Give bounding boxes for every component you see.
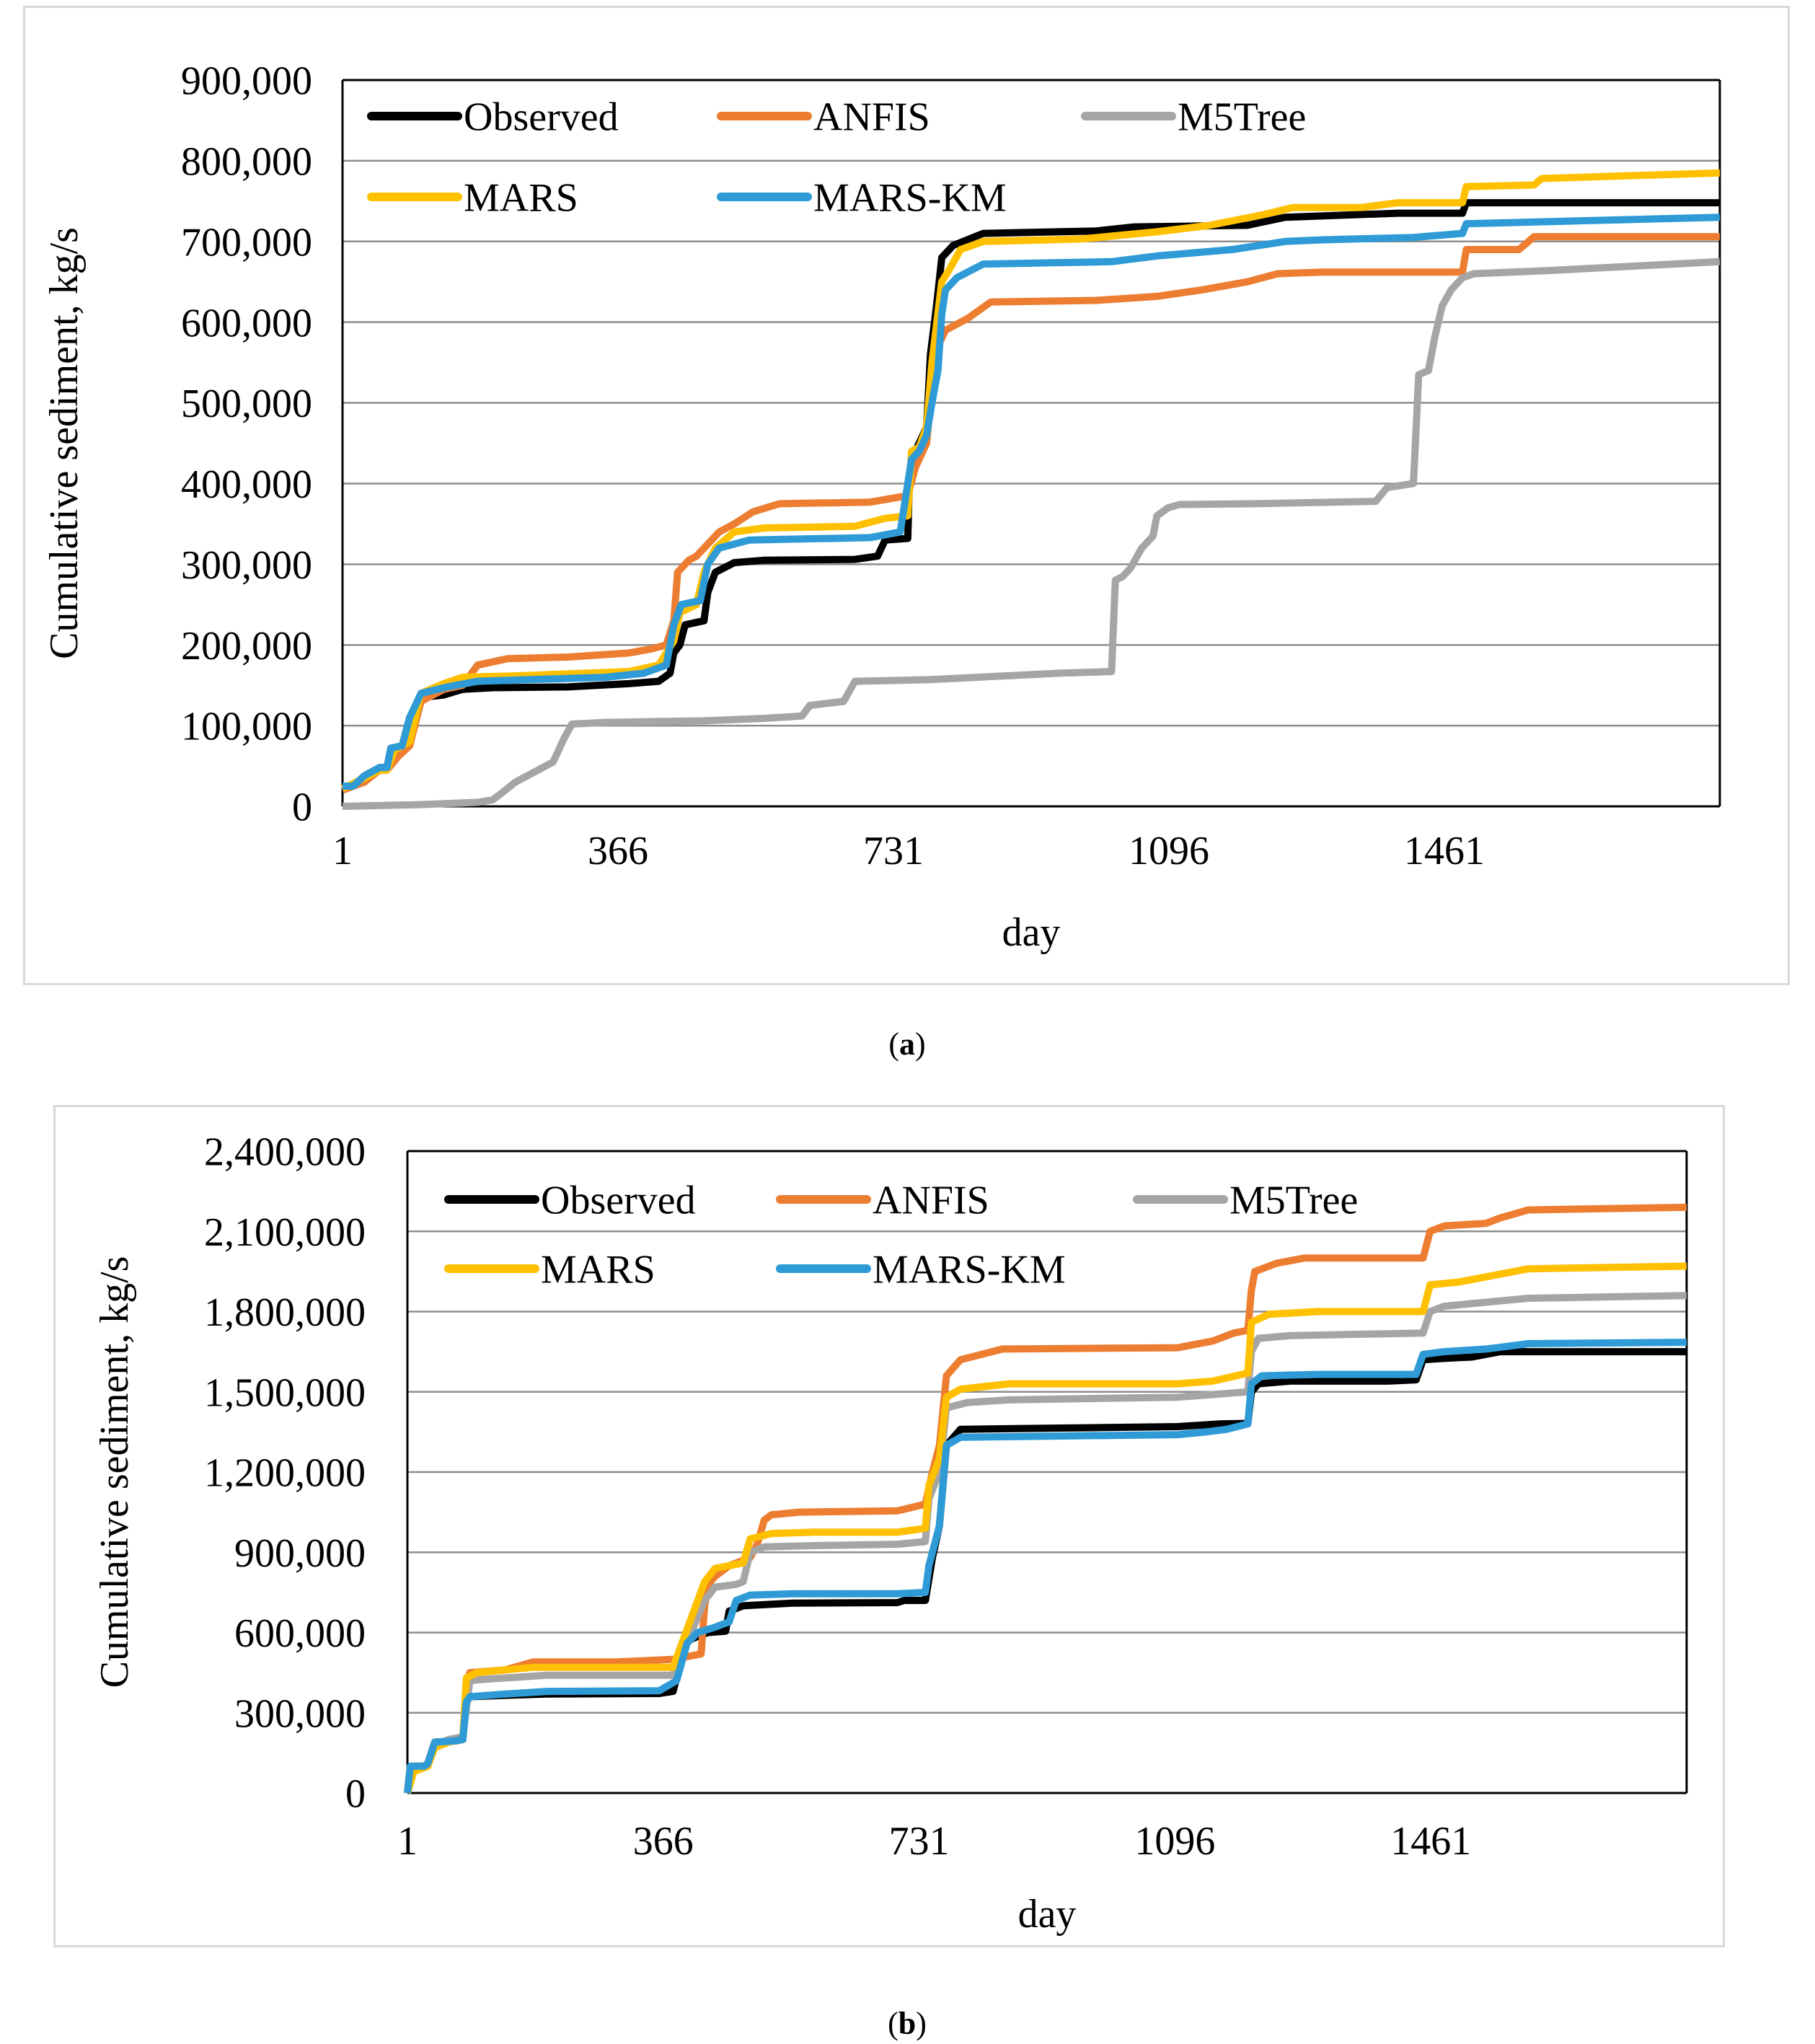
- legend-label: MARS: [541, 1248, 655, 1292]
- y-tick-label: 300,000: [181, 543, 312, 588]
- series-line-observed: [343, 199, 1720, 790]
- x-tick-label: 1096: [1129, 829, 1209, 873]
- series-line-mars-km: [343, 213, 1721, 790]
- x-tick-label: 1461: [1390, 1819, 1471, 1864]
- y-tick-label: 0: [345, 1772, 366, 1817]
- x-tick-label: 366: [633, 1819, 694, 1864]
- series-line-anfis: [341, 233, 1720, 794]
- y-tick-label: 2,400,000: [204, 1130, 366, 1175]
- y-tick-label: 1,200,000: [204, 1451, 366, 1496]
- y-tick-label: 900,000: [181, 59, 312, 104]
- x-tick-label: 731: [889, 1819, 950, 1864]
- y-tick-label: 900,000: [234, 1531, 366, 1576]
- series-line-observed: [404, 1348, 1687, 1794]
- y-tick-label: 800,000: [181, 139, 312, 184]
- x-axis-title: day: [1002, 910, 1061, 955]
- y-tick-label: 600,000: [181, 301, 312, 345]
- y-tick-label: 2,100,000: [204, 1210, 366, 1255]
- y-tick-label: 700,000: [181, 220, 312, 265]
- y-tick-label: 1,800,000: [204, 1290, 366, 1335]
- legend-label: M5Tree: [1229, 1179, 1358, 1223]
- legend-label: MARS-KM: [813, 176, 1007, 221]
- y-axis-title: Cumulative sediment, kg/s: [42, 227, 87, 659]
- x-tick-label: 366: [588, 829, 648, 873]
- caption-a: (a): [888, 1026, 926, 1062]
- series-line-anfis: [404, 1203, 1687, 1794]
- x-tick-label: 1: [332, 829, 353, 873]
- y-tick-label: 600,000: [234, 1611, 366, 1656]
- x-tick-label: 731: [863, 829, 924, 873]
- legend-label: M5Tree: [1178, 95, 1306, 140]
- y-tick-label: 100,000: [181, 705, 312, 749]
- chart-b: 0 300,000 600,000 900,000 1,200,000 1,500,000…: [92, 1130, 1688, 1937]
- series-line-m5tree: [342, 257, 1721, 810]
- chart-panel-b: 0 300,000 600,000 900,000 1,200,000 1,500,000…: [53, 1105, 1725, 1947]
- y-tick-label: 400,000: [181, 462, 312, 507]
- x-tick-label: 1: [397, 1819, 418, 1864]
- y-tick-label: 500,000: [181, 382, 312, 426]
- legend-label: Observed: [464, 95, 619, 140]
- legend-label: ANFIS: [813, 95, 930, 140]
- legend-label: MARS-KM: [873, 1248, 1066, 1292]
- y-axis-title: Cumulative sediment, kg/s: [92, 1256, 137, 1688]
- y-tick-label: 200,000: [181, 624, 312, 669]
- y-tick-label: 0: [292, 785, 312, 830]
- y-tick-label: 300,000: [234, 1691, 366, 1736]
- chart-panel-a: 0 100,000 200,000 300,000 400,000 500,000 600,…: [23, 6, 1790, 985]
- legend-label: Observed: [541, 1179, 696, 1223]
- legend-label: MARS: [464, 176, 578, 221]
- caption-b: (b): [888, 2006, 927, 2041]
- chart-a: 0 100,000 200,000 300,000 400,000 500,000 600,…: [42, 59, 1721, 955]
- series-line-mars: [404, 1262, 1687, 1794]
- y-tick-label: 1,500,000: [204, 1370, 366, 1415]
- x-axis-title: day: [1018, 1892, 1077, 1937]
- x-tick-label: 1096: [1134, 1819, 1215, 1864]
- series-line-m5tree: [404, 1292, 1687, 1794]
- legend-label: ANFIS: [873, 1179, 989, 1223]
- x-tick-label: 1461: [1404, 829, 1485, 873]
- series-line-mars-km: [404, 1339, 1687, 1794]
